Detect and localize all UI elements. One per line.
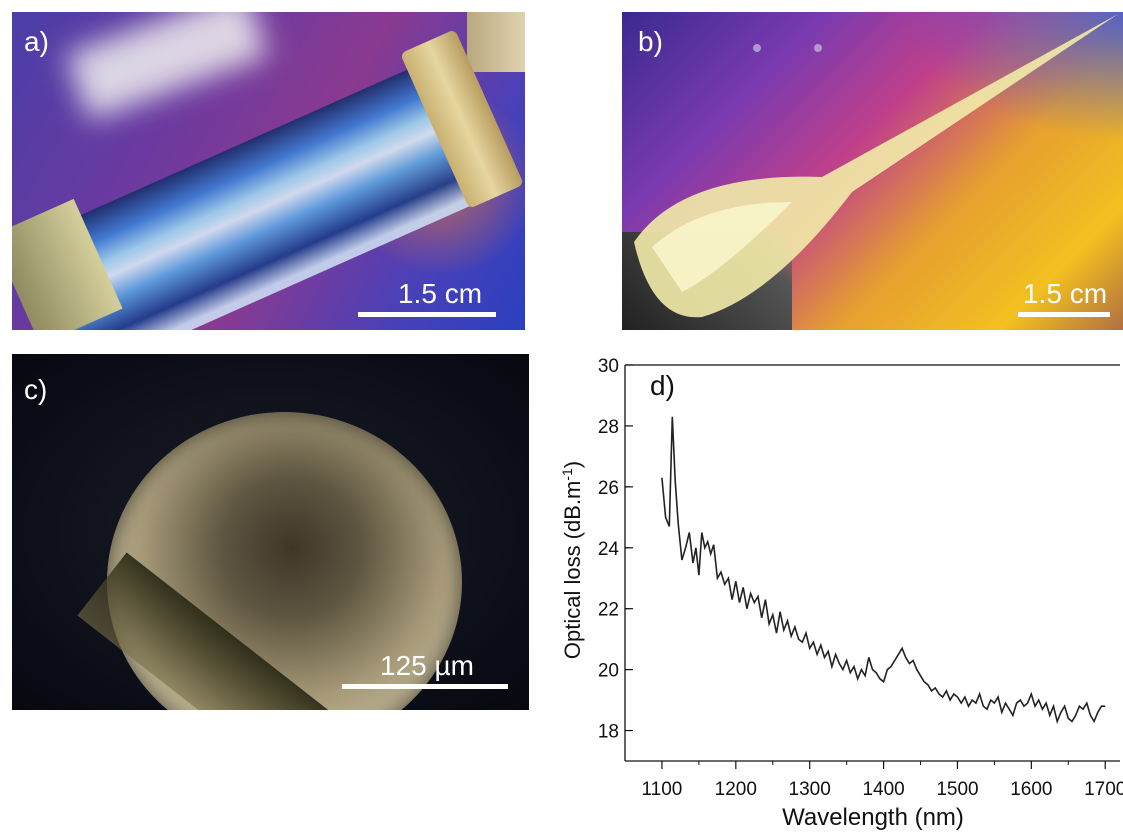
x-tick-label: 1500 — [936, 779, 978, 800]
x-tick-label: 1100 — [642, 779, 683, 800]
x-axis-label: Wavelength (nm) — [782, 804, 964, 831]
loss-series-line — [661, 416, 1106, 724]
panel-b-label: b) — [638, 26, 663, 57]
tapered-preform — [634, 14, 1118, 318]
panel-c-label: c) — [24, 374, 48, 405]
panel-d-label: d) — [650, 370, 675, 401]
y-tick-label: 20 — [598, 661, 619, 682]
panel-c-scalebar-label: 125 µm — [380, 650, 474, 681]
y-tick-label: 18 — [598, 722, 619, 743]
y-tick-label: 28 — [598, 417, 619, 438]
y-tick-label: 22 — [598, 600, 619, 621]
panel-a-scalebar-label: 1.5 cm — [397, 278, 483, 309]
panel-c-scalebar — [342, 684, 508, 689]
panel-b-scalebar — [1018, 312, 1110, 317]
y-tick-label: 26 — [598, 478, 619, 499]
x-tick-label: 1400 — [862, 779, 904, 800]
y-axis-ticks: 18 20 22 24 26 28 30 — [598, 356, 633, 743]
holder-right — [467, 12, 525, 72]
panel-a-scalebar — [358, 312, 496, 317]
y-axis-label: Optical loss (dB.m-1) — [559, 461, 585, 659]
panel-b-photo: b) 1.5 cm — [622, 12, 1123, 330]
y-tick-label: 24 — [598, 539, 620, 560]
panel-c-micrograph: c) 125 µm — [12, 354, 529, 710]
light-glare — [65, 12, 269, 121]
y-tick-label: 30 — [598, 356, 619, 377]
panel-a-label: a) — [24, 26, 49, 57]
x-tick-label: 1200 — [715, 779, 757, 800]
x-tick-label: 1600 — [1010, 779, 1052, 800]
panel-b-scalebar-label: 1.5 cm — [1022, 278, 1108, 309]
x-tick-label: 1300 — [789, 779, 831, 800]
panel-d-chart: 18 20 22 24 26 28 30 1100 1200 1300 1400 1500 1600 1… — [540, 345, 1123, 836]
panel-a-photo: a) 1.5 cm — [12, 12, 525, 330]
x-axis-ticks: 1100 1200 1300 1400 1500 1600 1700 — [642, 761, 1123, 800]
x-tick-label: 1700 — [1084, 779, 1123, 800]
chart-axes — [624, 364, 1120, 762]
